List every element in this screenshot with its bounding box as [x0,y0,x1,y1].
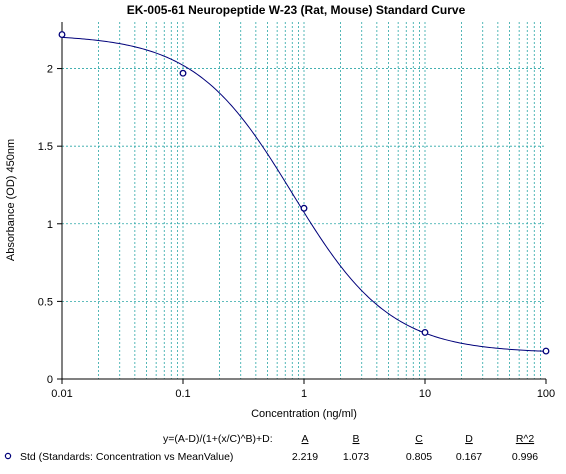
legend-series-label: Std (Standards: Concentration vs MeanVal… [20,451,233,463]
data-point [421,328,429,336]
y-axis-title: Absorbance (OD) 450nm [5,139,17,261]
y-tick-label: 1 [47,219,53,231]
x-axis-title: Concentration (ng/ml) [251,408,357,420]
fit-header-r2: R^2 [516,433,535,445]
legend-marker-icon [4,452,12,460]
y-tick-label: 0.5 [38,296,53,308]
fit-value: 2.219 [292,451,318,463]
x-tick-label: 0.01 [51,388,72,400]
y-tick-label: 2 [47,64,53,76]
data-point [179,69,187,77]
chart-title: EK-005-61 Neuropeptide W-23 (Rat, Mouse)… [127,3,466,17]
fit-value: 0.996 [512,451,538,463]
fit-value: 1.073 [343,451,369,463]
data-point [300,204,308,212]
y-tick-label: 0 [47,374,53,386]
fit-header-b: B [352,433,359,445]
y-tick-labels: 0 0.5 1 1.5 2 [38,64,53,386]
y-tick-label: 1.5 [38,141,53,153]
x-tick-label: 1 [301,388,307,400]
fit-value: 0.805 [406,451,432,463]
data-point [58,31,66,39]
fit-header-d: D [465,433,473,445]
fit-value: 0.167 [456,451,482,463]
fit-curve [61,36,547,352]
fit-parameter-headers: A B C D R^2 [301,433,534,445]
fit-header-c: C [415,433,423,445]
data-points [58,31,550,355]
fit-parameter-values: 2.219 1.073 0.805 0.167 0.996 [292,451,538,463]
x-tick-labels: 0.01 0.1 1 10 100 [51,388,555,400]
data-point [542,347,550,355]
x-tick-label: 0.1 [175,388,190,400]
x-tick-label: 10 [419,388,431,400]
fit-header-a: A [301,433,308,445]
x-tick-label: 100 [537,388,555,400]
axes [57,22,547,384]
fit-equation: y=(A-D)/(1+(x/C)^B)+D: [163,433,273,445]
grid [62,22,546,379]
